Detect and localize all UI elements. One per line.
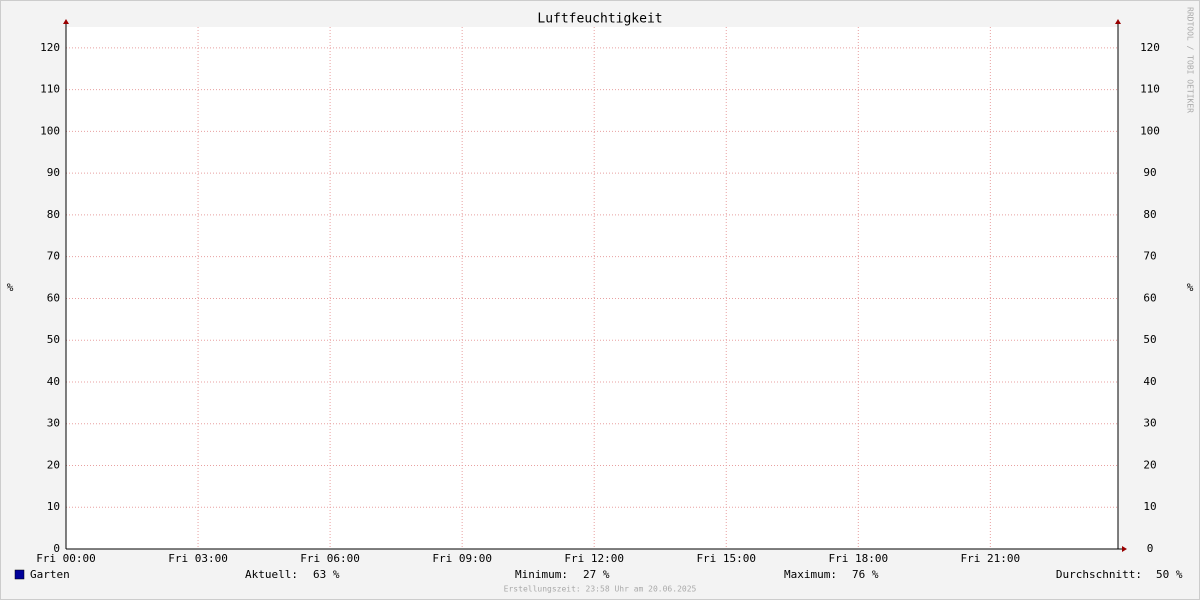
legend-label: Garten	[30, 568, 70, 581]
y-tick-label-right: 0	[1147, 542, 1154, 555]
x-tick-label: Fri 09:00	[432, 552, 492, 565]
stat-value: 27 %	[583, 568, 610, 581]
stat-label: Minimum:	[515, 568, 568, 581]
y-tick-label-right: 10	[1143, 500, 1156, 513]
y-tick-label: 60	[47, 291, 60, 304]
y-tick-label-right: 40	[1143, 375, 1156, 388]
x-tick-label: Fri 21:00	[961, 552, 1021, 565]
x-tick-label: Fri 00:00	[36, 552, 96, 565]
stat-label: Maximum:	[784, 568, 837, 581]
stat-value: 63 %	[313, 568, 340, 581]
y-axis-label: %	[7, 281, 14, 294]
plot-area	[66, 27, 1118, 549]
y-tick-label: 80	[47, 208, 60, 221]
y-tick-label: 0	[53, 542, 60, 555]
x-tick-label: Fri 15:00	[696, 552, 756, 565]
chart-title: Luftfeuchtigkeit	[537, 12, 662, 27]
y-tick-label: 40	[47, 375, 60, 388]
y-tick-label-right: 70	[1143, 250, 1156, 263]
y-tick-label-right: 50	[1143, 333, 1156, 346]
y-axis-label-right: %	[1187, 281, 1194, 294]
stat-value: 76 %	[852, 568, 879, 581]
x-tick-label: Fri 12:00	[564, 552, 624, 565]
y-tick-label: 100	[40, 124, 60, 137]
y-tick-label: 10	[47, 500, 60, 513]
y-tick-label-right: 120	[1140, 41, 1160, 54]
x-tick-label: Fri 03:00	[168, 552, 228, 565]
y-tick-label-right: 80	[1143, 208, 1156, 221]
arrow	[1122, 546, 1127, 552]
watermark: RRDTOOL / TOBI OETIKER	[1186, 7, 1195, 113]
x-tick-label: Fri 06:00	[300, 552, 360, 565]
y-tick-label: 90	[47, 166, 60, 179]
arrow	[1115, 19, 1121, 24]
stat-label: Aktuell:	[245, 568, 298, 581]
y-tick-label-right: 20	[1143, 458, 1156, 471]
y-tick-label: 120	[40, 41, 60, 54]
y-tick-label: 110	[40, 83, 60, 96]
y-tick-label: 20	[47, 458, 60, 471]
arrow	[63, 19, 69, 24]
y-tick-label: 30	[47, 417, 60, 430]
y-tick-label: 70	[47, 250, 60, 263]
stat-label: Durchschnitt:	[1056, 568, 1142, 581]
y-tick-label: 50	[47, 333, 60, 346]
footer: Erstellungszeit: 23:58 Uhr am 20.06.2025	[504, 585, 697, 594]
stat-value: 50 %	[1156, 568, 1183, 581]
y-tick-label-right: 110	[1140, 83, 1160, 96]
legend-swatch	[14, 569, 25, 580]
y-tick-label-right: 60	[1143, 291, 1156, 304]
y-tick-label-right: 90	[1143, 166, 1156, 179]
y-tick-label-right: 100	[1140, 124, 1160, 137]
y-tick-label-right: 30	[1143, 417, 1156, 430]
x-tick-label: Fri 18:00	[828, 552, 888, 565]
